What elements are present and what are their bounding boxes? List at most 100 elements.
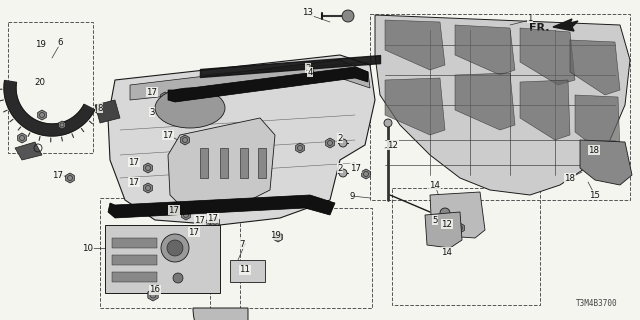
Polygon shape	[130, 60, 370, 100]
Polygon shape	[168, 67, 368, 102]
Text: 17: 17	[207, 213, 218, 222]
Text: 3: 3	[149, 108, 155, 116]
Text: 17: 17	[129, 157, 140, 166]
Polygon shape	[375, 15, 630, 195]
Text: FR.: FR.	[529, 23, 550, 33]
Text: 8: 8	[97, 103, 103, 113]
Text: 16: 16	[150, 285, 161, 294]
Polygon shape	[66, 173, 74, 183]
Polygon shape	[455, 73, 515, 130]
Polygon shape	[455, 25, 515, 75]
Polygon shape	[196, 232, 204, 242]
Polygon shape	[143, 163, 152, 173]
Text: 17: 17	[195, 215, 205, 225]
Polygon shape	[38, 110, 46, 120]
Bar	[100, 198, 240, 308]
Polygon shape	[520, 28, 575, 85]
Circle shape	[173, 273, 183, 283]
Bar	[230, 260, 265, 282]
Text: 14: 14	[429, 180, 440, 189]
Polygon shape	[18, 133, 26, 143]
Polygon shape	[148, 289, 158, 301]
Wedge shape	[193, 308, 248, 320]
Text: T3M4B3700: T3M4B3700	[577, 299, 618, 308]
Text: 15: 15	[589, 190, 600, 199]
Text: 17: 17	[129, 178, 140, 187]
Text: 17: 17	[189, 228, 200, 236]
Bar	[258, 148, 266, 178]
Text: 11: 11	[239, 266, 250, 275]
Polygon shape	[456, 223, 465, 233]
Text: 17: 17	[52, 171, 63, 180]
Bar	[112, 255, 157, 265]
Polygon shape	[553, 19, 578, 31]
Text: 2: 2	[337, 133, 343, 142]
Polygon shape	[385, 20, 445, 70]
Circle shape	[339, 139, 347, 147]
Circle shape	[342, 10, 354, 22]
Text: 7: 7	[239, 239, 244, 249]
Text: 1: 1	[527, 13, 532, 22]
Text: 4: 4	[307, 68, 313, 76]
Circle shape	[440, 208, 450, 218]
Text: 18: 18	[564, 173, 575, 182]
Text: 2: 2	[337, 164, 343, 172]
Polygon shape	[182, 210, 190, 220]
Polygon shape	[168, 118, 275, 210]
Circle shape	[167, 240, 183, 256]
Polygon shape	[425, 212, 462, 248]
Polygon shape	[108, 195, 335, 218]
Polygon shape	[296, 143, 305, 153]
Text: 2: 2	[305, 63, 311, 73]
Bar	[210, 208, 372, 308]
Text: 17: 17	[163, 131, 173, 140]
Polygon shape	[143, 183, 152, 193]
Polygon shape	[520, 80, 570, 140]
Polygon shape	[385, 78, 445, 135]
Polygon shape	[58, 121, 65, 129]
Ellipse shape	[155, 88, 225, 128]
Bar	[112, 272, 157, 282]
Text: 12: 12	[442, 220, 452, 228]
Bar	[112, 238, 157, 248]
Text: 9: 9	[349, 191, 355, 201]
Polygon shape	[15, 142, 42, 160]
Text: 12: 12	[387, 140, 399, 149]
Bar	[240, 148, 248, 178]
Polygon shape	[570, 40, 620, 95]
Polygon shape	[362, 169, 371, 179]
Polygon shape	[108, 55, 375, 225]
Polygon shape	[326, 138, 334, 148]
Text: 20: 20	[35, 77, 45, 86]
Text: 13: 13	[303, 7, 314, 17]
Text: 5: 5	[432, 215, 438, 225]
Polygon shape	[274, 232, 282, 242]
Bar	[392, 188, 540, 305]
Text: 17: 17	[147, 87, 157, 97]
Polygon shape	[580, 140, 632, 185]
Text: 19: 19	[269, 230, 280, 239]
Text: 6: 6	[57, 37, 63, 46]
Text: 17: 17	[351, 164, 362, 172]
Polygon shape	[203, 220, 211, 230]
Bar	[370, 14, 630, 200]
Bar	[200, 148, 208, 178]
Polygon shape	[575, 95, 620, 155]
Text: 14: 14	[442, 247, 452, 257]
Polygon shape	[4, 81, 95, 136]
Bar	[220, 148, 228, 178]
Bar	[105, 225, 220, 293]
Polygon shape	[95, 100, 120, 123]
Bar	[8, 22, 93, 153]
Polygon shape	[430, 192, 485, 238]
Text: 18: 18	[589, 146, 600, 155]
Polygon shape	[180, 135, 189, 145]
Polygon shape	[211, 217, 220, 227]
Circle shape	[339, 169, 347, 177]
Circle shape	[161, 234, 189, 262]
Text: 19: 19	[35, 39, 45, 49]
Text: 17: 17	[168, 205, 179, 214]
Circle shape	[384, 119, 392, 127]
Polygon shape	[161, 92, 170, 102]
Circle shape	[306, 69, 314, 77]
